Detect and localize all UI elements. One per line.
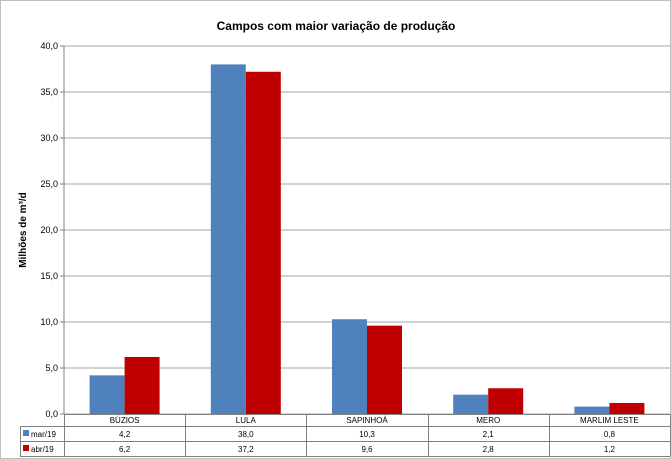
table-value: 1,2 bbox=[604, 445, 616, 454]
y-tick-label: 15,0 bbox=[40, 271, 58, 281]
bar-abr-19-sapinhoá bbox=[367, 325, 402, 414]
table-value: 6,2 bbox=[119, 445, 131, 454]
bar-abr-19-lula bbox=[245, 71, 281, 414]
y-axis-label: Milhões de m³/d bbox=[18, 192, 29, 268]
y-tick-label: 30,0 bbox=[40, 133, 58, 143]
y-tick-label: 40,0 bbox=[40, 41, 58, 51]
legend-key bbox=[23, 445, 29, 451]
bar-abr-19-mero bbox=[488, 388, 524, 414]
table-value: 10,3 bbox=[359, 430, 375, 439]
legend-label: abr/19 bbox=[31, 445, 54, 454]
bars bbox=[89, 64, 645, 415]
bar-abr-19-marlim-leste bbox=[609, 402, 645, 414]
x-tick-label: BÚZIOS bbox=[110, 416, 140, 425]
y-tick-label: 25,0 bbox=[40, 179, 58, 189]
y-axis-ticks: 0,0 5,0 10,0 15,0 20,0 25,0 30,0 35,0 40,0 bbox=[40, 41, 65, 419]
x-tick-label: LULA bbox=[236, 416, 257, 425]
table-value: 0,8 bbox=[604, 430, 616, 439]
bar-mar-19-búzios bbox=[89, 375, 125, 414]
legend-label: mar/19 bbox=[31, 430, 56, 439]
bar-abr-19-búzios bbox=[124, 356, 160, 414]
table-value: 2,1 bbox=[483, 430, 495, 439]
bar-mar-19-sapinhoá bbox=[332, 319, 367, 414]
bar-mar-19-lula bbox=[210, 64, 246, 415]
x-tick-label: MERO bbox=[476, 416, 500, 425]
table-value: 38,0 bbox=[238, 430, 254, 439]
y-tick-label: 20,0 bbox=[40, 225, 58, 235]
y-tick-label: 5,0 bbox=[45, 363, 58, 373]
y-tick-label: 10,0 bbox=[40, 317, 58, 327]
bar-mar-19-mero bbox=[453, 394, 489, 414]
bar-mar-19-marlim-leste bbox=[574, 406, 610, 414]
y-tick-label: 35,0 bbox=[40, 87, 58, 97]
x-tick-label: MARLIM LESTE bbox=[580, 416, 639, 425]
legend-key bbox=[23, 430, 29, 436]
table-value: 2,8 bbox=[483, 445, 495, 454]
table-value: 9,6 bbox=[361, 445, 373, 454]
x-tick-label: SAPINHOÁ bbox=[346, 416, 388, 425]
chart-title: Campos com maior variação de produção bbox=[217, 19, 456, 33]
y-tick-label: 0,0 bbox=[45, 409, 58, 419]
table-value: 37,2 bbox=[238, 445, 254, 454]
table-value: 4,2 bbox=[119, 430, 131, 439]
